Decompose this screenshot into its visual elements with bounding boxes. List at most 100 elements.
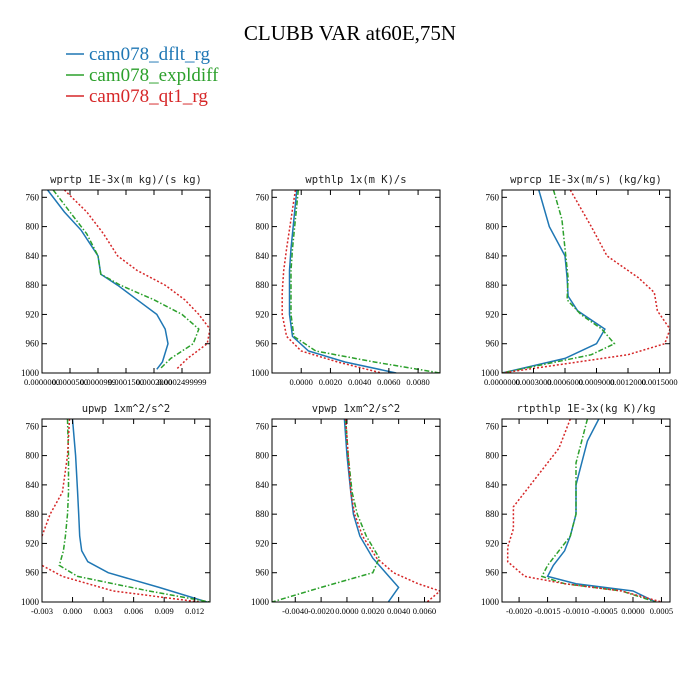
y-tick-label: 880 xyxy=(26,509,40,519)
legend-label: cam078_qt1_rg xyxy=(89,86,208,107)
y-tick-label: 840 xyxy=(26,480,40,490)
legend: cam078_dflt_rgcam078_expldiffcam078_qt1_… xyxy=(66,44,219,107)
x-tick-label: 0.0000 xyxy=(621,606,644,616)
panel-title: vpwp 1xm^2/s^2 xyxy=(312,403,401,415)
series-line-cam078-expldiff xyxy=(52,190,200,370)
x-tick-label: 0.0005 xyxy=(650,606,673,616)
series-line-cam078-dflt-rg xyxy=(502,190,606,373)
y-tick-label: 920 xyxy=(486,538,500,548)
x-tick-label: 0.009 xyxy=(155,606,174,616)
x-tick-label: 0.0000 xyxy=(335,606,358,616)
x-tick-label: 0.0040 xyxy=(348,377,371,387)
x-tick-label: -0.0040 xyxy=(282,606,308,616)
panels: wprtp 1E-3x(m kg)/(s kg) 760 800 840 880 920 9… xyxy=(21,174,678,616)
y-tick-label: 880 xyxy=(486,280,500,290)
plot-frame xyxy=(501,418,671,603)
y-tick-label: 760 xyxy=(26,192,40,202)
y-tick-label: 800 xyxy=(26,222,40,232)
y-tick-label: 880 xyxy=(26,280,40,290)
x-tick-label: 0.0000999 xyxy=(80,377,116,387)
series-group xyxy=(506,419,662,602)
series-group xyxy=(281,190,440,373)
panel-title: wprcp 1E-3x(m/s) (kg/kg) xyxy=(510,174,662,186)
panel-rtpthlp: rtpthlp 1E-3x(kg K)/kg 760 800 840 880 920 960… xyxy=(481,403,673,616)
plot-frame xyxy=(41,189,211,374)
legend-entry-cam078-expldiff: cam078_expldiff xyxy=(66,65,219,86)
y-tick-label: 960 xyxy=(26,568,40,578)
panel-vpwp: vpwp 1xm^2/s^2 760 800 840 880 920 960 1000 -0.0… xyxy=(251,403,441,616)
x-tick-label: -0.0020 xyxy=(506,606,532,616)
series-group xyxy=(47,190,210,370)
series-line-cam078-dflt-rg xyxy=(47,190,169,370)
x-tick-label: 0.012 xyxy=(185,606,204,616)
plot-frame xyxy=(501,189,671,374)
y-tick-label: 880 xyxy=(256,509,270,519)
y-tick-label: 920 xyxy=(256,309,270,319)
panel-title: rtpthlp 1E-3x(kg K)/kg xyxy=(516,403,655,415)
y-tick-label: 1000 xyxy=(251,368,270,378)
y-tick-label: 960 xyxy=(256,339,270,349)
x-tick-label: 0.0002000 xyxy=(136,377,172,387)
series-line-cam078-qt1-rg xyxy=(63,190,210,370)
y-tick-label: 760 xyxy=(256,421,270,431)
x-tick-label: -0.003 xyxy=(31,606,53,616)
x-tick-label: 0.003 xyxy=(94,606,113,616)
y-tick-label: 920 xyxy=(256,538,270,548)
y-tick-label: 800 xyxy=(486,451,500,461)
panel-title: wprtp 1E-3x(m kg)/(s kg) xyxy=(50,174,202,186)
series-line-cam078-expldiff xyxy=(272,419,381,602)
x-tick-label: 0.0000000 xyxy=(24,377,60,387)
x-tick-label: 0.0000500 xyxy=(52,377,88,387)
x-tick-label: 0.0080 xyxy=(406,377,429,387)
legend-entry-cam078-dflt-rg: cam078_dflt_rg xyxy=(66,44,211,65)
plot-frame xyxy=(271,418,441,603)
y-tick-label: 840 xyxy=(256,251,270,261)
legend-label: cam078_dflt_rg xyxy=(89,44,211,65)
x-tick-label: 0.0002499999 xyxy=(158,377,207,387)
x-tick-label: 0.0006000 xyxy=(547,377,583,387)
x-tick-label: 0.0012000 xyxy=(610,377,646,387)
y-tick-label: 800 xyxy=(256,222,270,232)
panel-title: wpthlp 1x(m K)/s xyxy=(305,174,406,186)
y-tick-label: 840 xyxy=(486,480,500,490)
y-tick-label: 840 xyxy=(256,480,270,490)
y-tick-label: 960 xyxy=(256,568,270,578)
series-line-cam078-qt1-rg xyxy=(502,190,670,373)
series-line-cam078-qt1-rg xyxy=(506,419,662,602)
x-tick-label: 0.0009000 xyxy=(578,377,614,387)
x-tick-label: -0.0010 xyxy=(563,606,589,616)
y-tick-label: 840 xyxy=(486,251,500,261)
y-tick-label: 1000 xyxy=(21,368,40,378)
x-tick-label: -0.0005 xyxy=(591,606,617,616)
series-line-cam078-expldiff xyxy=(290,190,440,373)
y-tick-label: 1000 xyxy=(21,597,40,607)
series-line-cam078-expldiff xyxy=(502,190,616,373)
x-tick-label: 0.0020 xyxy=(319,377,342,387)
legend-entry-cam078-qt1-rg: cam078_qt1_rg xyxy=(66,86,208,107)
panel-upwp: upwp 1xm^2/s^2 760 800 840 880 920 960 1000-0.0… xyxy=(21,403,211,616)
series-line-cam078-dflt-rg xyxy=(288,190,397,373)
x-tick-label: 0.0000 xyxy=(290,377,313,387)
series-line-cam078-qt1-rg xyxy=(281,190,382,373)
x-tick-label: 0.0000000 xyxy=(484,377,520,387)
y-tick-label: 1000 xyxy=(481,597,500,607)
plot-frame xyxy=(41,418,211,603)
series-line-cam078-dflt-rg xyxy=(546,419,657,602)
series-group xyxy=(42,419,210,602)
y-tick-label: 1000 xyxy=(481,368,500,378)
y-tick-label: 800 xyxy=(26,451,40,461)
plot-frame xyxy=(271,189,441,374)
y-tick-label: 800 xyxy=(256,451,270,461)
series-line-cam078-qt1-rg xyxy=(344,419,440,602)
y-tick-label: 960 xyxy=(486,339,500,349)
x-tick-label: 0.0060 xyxy=(413,606,436,616)
panel-wprcp: wprcp 1E-3x(m/s) (kg/kg) 760 800 840 880 920 9… xyxy=(481,174,678,387)
series-line-cam078-dflt-rg xyxy=(71,419,208,602)
series-line-cam078-dflt-rg xyxy=(343,419,400,602)
y-tick-label: 760 xyxy=(256,192,270,202)
x-tick-label: 0.0020 xyxy=(361,606,384,616)
y-tick-label: 960 xyxy=(26,339,40,349)
y-tick-label: 760 xyxy=(26,421,40,431)
y-tick-label: 880 xyxy=(256,280,270,290)
series-line-cam078-expldiff xyxy=(58,419,210,602)
